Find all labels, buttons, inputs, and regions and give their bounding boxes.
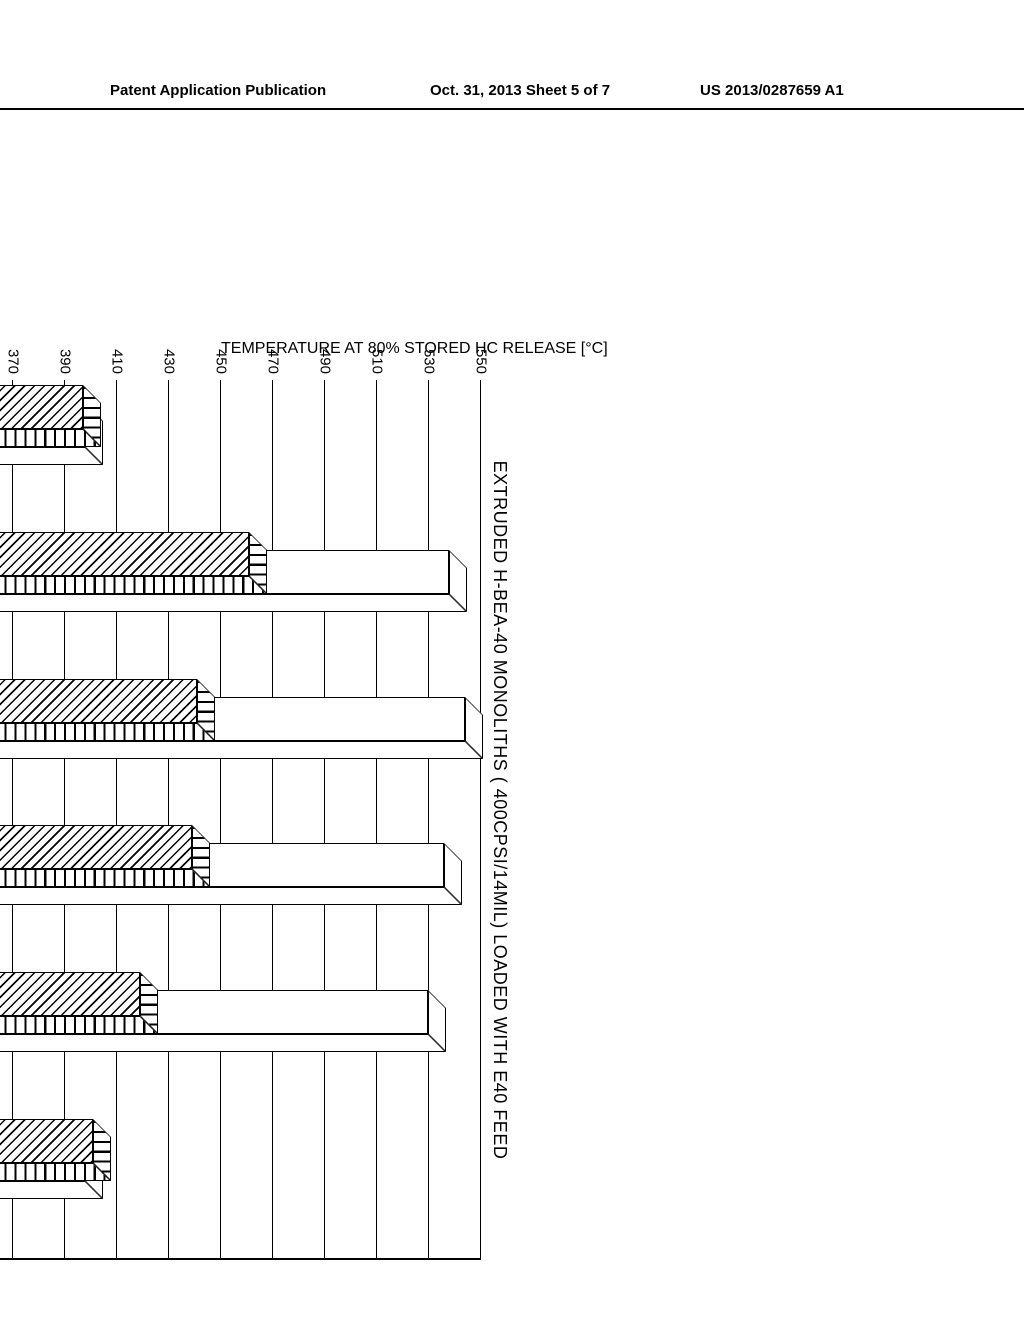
bar-front: [0, 972, 140, 1016]
page-header: Patent Application Publication Oct. 31, …: [0, 80, 1024, 110]
page: Patent Application Publication Oct. 31, …: [0, 0, 1024, 1320]
bar-side: [0, 869, 210, 887]
bar-side: [0, 723, 215, 741]
y-tick-label: 410: [109, 332, 126, 374]
y-tick-label: 430: [161, 332, 178, 374]
y-tick-label: 550: [473, 332, 490, 374]
chart-plot-area: TEMPERATURE AT 80% STORED HC RELEASE [°C…: [0, 380, 481, 1260]
figure-container: EXTRUDED H-BEA-40 MONOLITHS ( 400CPSI/14…: [130, 190, 890, 1190]
y-tick-label: 390: [57, 332, 74, 374]
bar-side: [0, 576, 267, 594]
header-left: Patent Application Publication: [110, 82, 326, 99]
header-middle: Oct. 31, 2013 Sheet 5 of 7: [430, 82, 610, 99]
header-right: US 2013/0287659 A1: [700, 82, 844, 99]
y-tick-label: 530: [421, 332, 438, 374]
bar-side: [0, 1163, 111, 1181]
y-tick-label: 490: [317, 332, 334, 374]
bar-side: [0, 741, 483, 759]
bars-container: [0, 380, 481, 1260]
bar-side: [0, 1034, 446, 1052]
bar-front: [0, 679, 197, 723]
bar-front: [0, 532, 249, 576]
bar-side: [0, 1016, 158, 1034]
bar-side: [0, 594, 467, 612]
bar-front: [0, 825, 192, 869]
chart-title: EXTRUDED H-BEA-40 MONOLITHS ( 400CPSI/14…: [489, 310, 510, 1310]
y-tick-label: 510: [369, 332, 386, 374]
bar-side: [0, 887, 462, 905]
figure-rotated: EXTRUDED H-BEA-40 MONOLITHS ( 400CPSI/14…: [0, 310, 510, 1310]
y-tick-label: 450: [213, 332, 230, 374]
bar-front: [0, 1119, 93, 1163]
bar-front: [0, 385, 83, 429]
y-tick-label: 470: [265, 332, 282, 374]
y-tick-label: 370: [5, 332, 22, 374]
